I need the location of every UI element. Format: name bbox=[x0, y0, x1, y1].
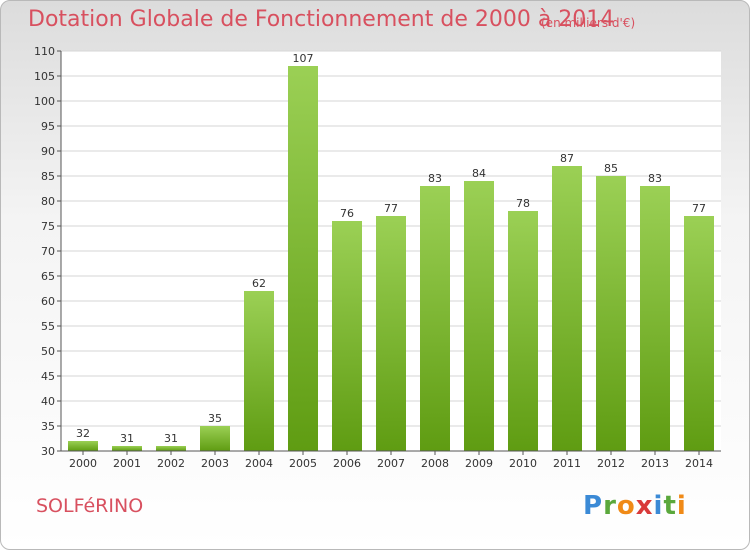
bar bbox=[288, 66, 318, 451]
y-tick-label: 75 bbox=[41, 220, 55, 233]
bar bbox=[684, 216, 714, 451]
bar bbox=[156, 446, 186, 451]
y-tick-label: 40 bbox=[41, 395, 55, 408]
bar bbox=[376, 216, 406, 451]
y-tick-label: 100 bbox=[34, 95, 55, 108]
x-tick-label: 2014 bbox=[685, 457, 713, 470]
bar bbox=[68, 441, 98, 451]
y-tick-label: 80 bbox=[41, 195, 55, 208]
bar-value-label: 62 bbox=[252, 277, 266, 290]
x-tick-label: 2006 bbox=[333, 457, 361, 470]
bar-value-label: 77 bbox=[692, 202, 706, 215]
y-tick-label: 85 bbox=[41, 170, 55, 183]
bar-value-label: 83 bbox=[648, 172, 662, 185]
proxiti-logo: Proxiti bbox=[583, 491, 687, 521]
y-tick-label: 60 bbox=[41, 295, 55, 308]
bar-value-label: 84 bbox=[472, 167, 486, 180]
x-tick-label: 2003 bbox=[201, 457, 229, 470]
bar bbox=[552, 166, 582, 451]
x-tick-label: 2010 bbox=[509, 457, 537, 470]
x-tick-label: 2007 bbox=[377, 457, 405, 470]
bar-value-label: 77 bbox=[384, 202, 398, 215]
x-tick-label: 2001 bbox=[113, 457, 141, 470]
bar-value-label: 83 bbox=[428, 172, 442, 185]
bar-value-label: 87 bbox=[560, 152, 574, 165]
y-tick-label: 55 bbox=[41, 320, 55, 333]
bar bbox=[332, 221, 362, 451]
y-tick-label: 95 bbox=[41, 120, 55, 133]
x-tick-label: 2002 bbox=[157, 457, 185, 470]
x-tick-label: 2011 bbox=[553, 457, 581, 470]
x-tick-label: 2009 bbox=[465, 457, 493, 470]
bar-value-label: 32 bbox=[76, 427, 90, 440]
bar bbox=[464, 181, 494, 451]
y-tick-label: 90 bbox=[41, 145, 55, 158]
bar bbox=[596, 176, 626, 451]
bar-value-label: 107 bbox=[293, 52, 314, 65]
bar bbox=[420, 186, 450, 451]
chart-unit: (en milliers d'€) bbox=[541, 16, 636, 30]
y-tick-label: 45 bbox=[41, 370, 55, 383]
bar-value-label: 78 bbox=[516, 197, 530, 210]
x-tick-label: 2000 bbox=[69, 457, 97, 470]
bar-value-label: 31 bbox=[164, 432, 178, 445]
x-tick-label: 2012 bbox=[597, 457, 625, 470]
x-tick-label: 2008 bbox=[421, 457, 449, 470]
y-tick-label: 110 bbox=[34, 45, 55, 58]
bar bbox=[112, 446, 142, 451]
x-tick-label: 2004 bbox=[245, 457, 273, 470]
bar-value-label: 76 bbox=[340, 207, 354, 220]
y-tick-label: 105 bbox=[34, 70, 55, 83]
y-tick-label: 30 bbox=[41, 445, 55, 458]
chart-title: Dotation Globale de Fonctionnement de 20… bbox=[28, 7, 615, 32]
bar-value-label: 31 bbox=[120, 432, 134, 445]
y-tick-label: 50 bbox=[41, 345, 55, 358]
y-tick-label: 35 bbox=[41, 420, 55, 433]
commune-name: SOLFéRINO bbox=[36, 495, 144, 517]
bar-value-label: 35 bbox=[208, 412, 222, 425]
bar bbox=[244, 291, 274, 451]
bar bbox=[640, 186, 670, 451]
x-tick-label: 2013 bbox=[641, 457, 669, 470]
y-tick-label: 65 bbox=[41, 270, 55, 283]
x-tick-label: 2005 bbox=[289, 457, 317, 470]
bar bbox=[200, 426, 230, 451]
y-tick-label: 70 bbox=[41, 245, 55, 258]
bar-value-label: 85 bbox=[604, 162, 618, 175]
bar bbox=[508, 211, 538, 451]
